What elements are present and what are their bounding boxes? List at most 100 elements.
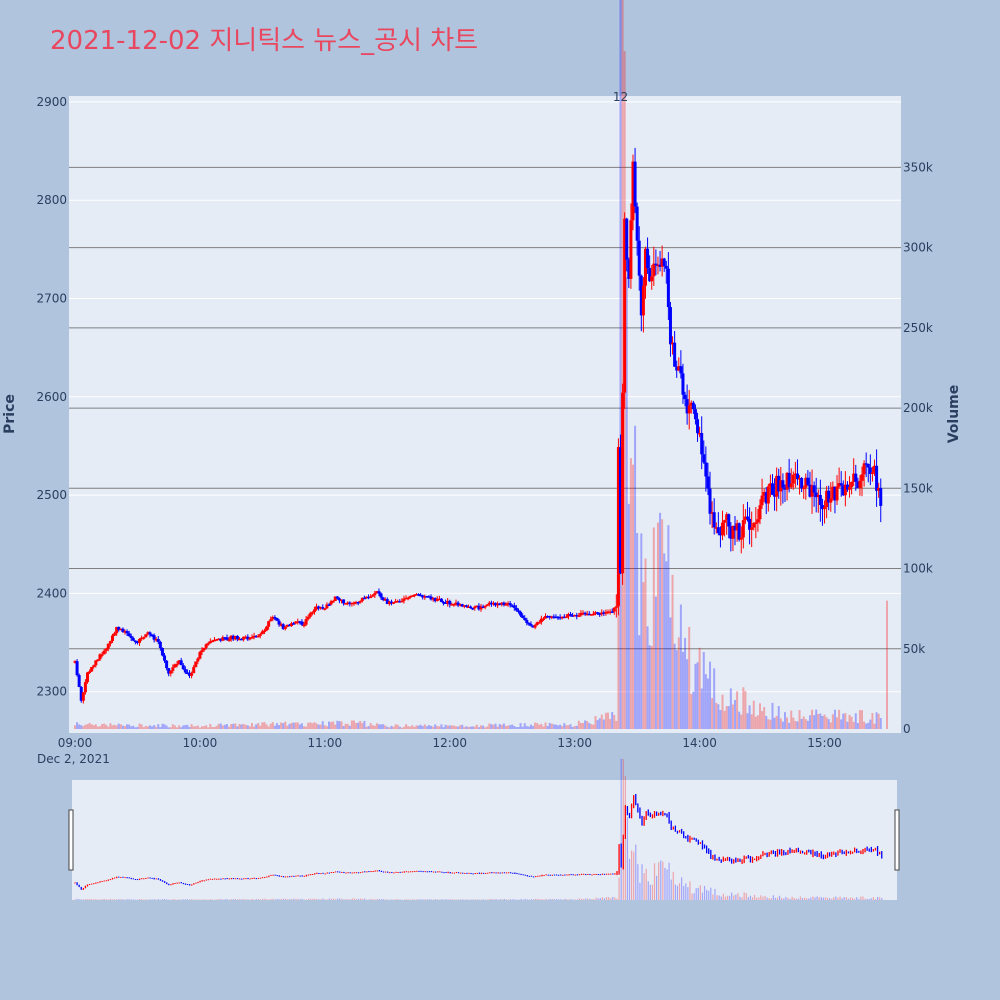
slider-volume-bar xyxy=(866,899,868,900)
candle-body xyxy=(671,342,675,345)
volume-bar xyxy=(457,726,460,729)
slider-volume-bar xyxy=(745,893,747,900)
candle-body xyxy=(215,639,219,641)
candle-body xyxy=(535,622,539,625)
slider-volume-bar xyxy=(656,875,658,900)
volume-bar xyxy=(825,717,828,729)
candle-body xyxy=(491,602,495,605)
slider-volume-bar xyxy=(664,867,666,900)
slider-volume-bar xyxy=(318,899,320,900)
candle-body xyxy=(240,638,244,641)
volume-bar xyxy=(840,719,843,729)
volume-bar xyxy=(821,715,824,729)
range-slider-left-handle[interactable] xyxy=(68,809,74,871)
chart-title: 2021-12-02 지니틱스 뉴스_공시 차트 xyxy=(50,26,478,56)
volume-bar xyxy=(315,723,318,729)
candle-body xyxy=(414,594,418,596)
slider-volume-bar xyxy=(831,898,833,900)
candle-body xyxy=(639,275,643,316)
volume-bar xyxy=(338,721,341,729)
volume-bar xyxy=(827,719,830,729)
candle-body xyxy=(877,487,881,491)
volume-bar xyxy=(244,724,247,729)
slider-volume-bar xyxy=(278,899,280,900)
slider-volume-bar xyxy=(864,898,866,900)
volume-bar xyxy=(694,663,697,729)
price-tick-label: 2300 xyxy=(36,685,67,699)
volume-tick-label: 250k xyxy=(903,321,933,335)
candle-body xyxy=(579,612,583,616)
range-slider[interactable] xyxy=(68,758,900,901)
volume-bar xyxy=(411,725,414,729)
candle-body xyxy=(770,483,774,495)
candle-body xyxy=(271,616,275,620)
candle-body xyxy=(573,615,577,617)
slider-volume-bar xyxy=(578,898,581,900)
slider-volume-bar xyxy=(845,897,847,900)
candle-body xyxy=(73,661,77,663)
slider-volume-bar xyxy=(195,899,197,900)
volume-bar xyxy=(507,725,510,729)
volume-bar xyxy=(344,723,347,729)
candle-body xyxy=(823,507,827,510)
volume-bar xyxy=(207,727,210,729)
volume-bar xyxy=(286,725,289,729)
candle-body xyxy=(458,604,462,606)
volume-bar xyxy=(740,714,743,729)
volume-bar xyxy=(198,727,201,729)
volume-bar xyxy=(161,723,164,729)
y-gridlines xyxy=(69,101,901,693)
slider-volume-bar xyxy=(332,898,335,900)
candle-body xyxy=(267,621,271,627)
candle-body xyxy=(373,593,377,596)
candle-body xyxy=(315,606,319,610)
volume-bar xyxy=(321,721,324,729)
volume-bar xyxy=(607,712,610,729)
slider-volume-bar xyxy=(441,899,443,900)
volume-bar xyxy=(246,725,249,729)
slider-volume-bar xyxy=(622,759,624,900)
candle-body xyxy=(156,638,160,642)
candle-body xyxy=(618,447,622,574)
candle-body xyxy=(827,490,831,503)
volume-bar xyxy=(225,724,228,729)
candle-body xyxy=(138,638,142,643)
candle-body xyxy=(677,366,681,371)
slider-volume-bar xyxy=(80,899,82,900)
volume-bar xyxy=(563,723,566,729)
candle-body xyxy=(290,623,294,627)
candle-body xyxy=(577,615,581,617)
slider-volume-bar xyxy=(503,899,506,900)
slider-volume-bar xyxy=(635,844,637,900)
slider-volume-bar xyxy=(301,898,303,900)
range-slider-right-handle[interactable] xyxy=(894,809,900,871)
slider-volume-bar xyxy=(797,898,799,900)
slider-volume-bar xyxy=(243,899,245,900)
main-plot[interactable]: 12 xyxy=(69,0,901,733)
volume-bar xyxy=(717,704,720,729)
candle-body xyxy=(206,643,210,645)
volume-bar xyxy=(621,0,624,729)
slider-volume-bar xyxy=(505,899,508,900)
volume-bar xyxy=(819,713,822,729)
volume-bar xyxy=(234,723,237,729)
slider-volume-bar xyxy=(560,899,562,900)
volume-bar xyxy=(94,724,97,729)
volume-bar xyxy=(611,712,614,729)
volume-bar xyxy=(455,726,458,729)
slider-volume-bar xyxy=(605,897,608,900)
slider-volume-bar xyxy=(801,898,804,900)
slider-volume-bar xyxy=(239,899,241,900)
slider-volume-bar xyxy=(78,899,80,900)
slider-volume-bar xyxy=(724,896,726,900)
candle-body xyxy=(423,596,427,598)
candle-body xyxy=(596,612,600,614)
candle-body xyxy=(477,605,481,610)
candle-body xyxy=(529,623,533,626)
candle-body xyxy=(489,602,493,605)
candle-body xyxy=(768,483,772,487)
slider-volume-bar xyxy=(270,899,272,900)
slider-volume-bar xyxy=(132,899,134,900)
slider-volume-bar xyxy=(241,899,243,900)
volume-bar xyxy=(500,724,503,729)
